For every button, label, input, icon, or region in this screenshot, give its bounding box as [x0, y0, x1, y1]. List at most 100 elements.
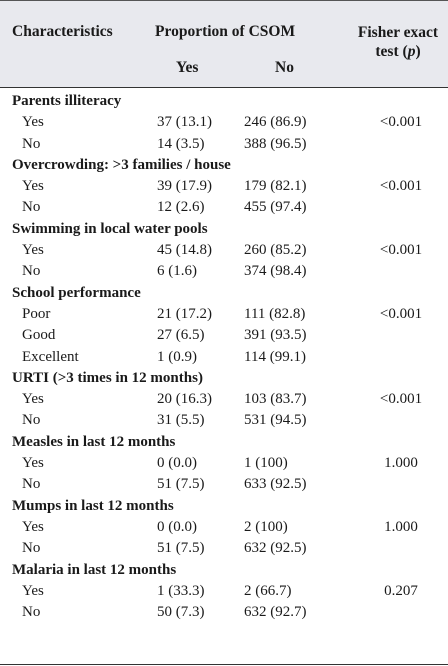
- data-row: No 51 (7.5) 632 (92.5): [0, 538, 448, 559]
- no-cell: 111 (82.8): [244, 305, 306, 322]
- group-title: Malaria in last 12 months: [12, 561, 177, 578]
- p-value: 1.000: [384, 455, 418, 472]
- group-title: Swimming in local water pools: [12, 220, 208, 237]
- paren: (: [402, 43, 408, 60]
- table-header: Characteristics Proportion of CSOM Yes N…: [0, 0, 448, 88]
- header-test: Fisher exact test (p): [346, 23, 448, 61]
- row-label: Poor: [22, 305, 51, 322]
- header-yes: Yes: [176, 59, 199, 76]
- data-row: Yes 39 (17.9) 179 (82.1) <0.001: [0, 176, 448, 197]
- row-label: Yes: [22, 242, 44, 259]
- yes-cell: 45 (14.8): [157, 242, 212, 259]
- p-symbol: p: [407, 43, 416, 60]
- row-label: Yes: [22, 455, 44, 472]
- yes-cell: 50 (7.3): [157, 604, 205, 621]
- yes-cell: 39 (17.9): [157, 178, 212, 195]
- data-row: No 50 (7.3) 632 (92.7): [0, 602, 448, 623]
- row-label: Yes: [22, 391, 44, 408]
- yes-cell: 51 (7.5): [157, 476, 205, 493]
- group-title: Parents illiteracy: [12, 93, 122, 109]
- data-row: No 31 (5.5) 531 (94.5): [0, 410, 448, 431]
- no-cell: 632 (92.5): [244, 540, 307, 557]
- data-row: Yes 20 (16.3) 103 (83.7) <0.001: [0, 389, 448, 410]
- yes-cell: 37 (13.1): [157, 114, 212, 131]
- yes-cell: 1 (33.3): [157, 582, 205, 599]
- p-value: <0.001: [379, 178, 423, 195]
- row-label: No: [22, 199, 41, 216]
- p-value: <0.001: [379, 242, 423, 259]
- data-row: Good 27 (6.5) 391 (93.5): [0, 325, 448, 346]
- no-cell: 1 (100): [244, 455, 288, 472]
- data-row: Yes 45 (14.8) 260 (85.2) <0.001: [0, 240, 448, 261]
- group-title: School performance: [12, 284, 141, 301]
- data-row: Yes 1 (33.3) 2 (66.7) 0.207: [0, 581, 448, 602]
- yes-cell: 31 (5.5): [157, 412, 205, 429]
- row-label: No: [22, 476, 41, 493]
- row-label: No: [22, 540, 41, 557]
- test-word: test: [375, 43, 399, 60]
- yes-cell: 1 (0.9): [157, 348, 197, 365]
- data-row: Yes 37 (13.1) 246 (86.9) <0.001: [0, 112, 448, 133]
- no-cell: 531 (94.5): [244, 412, 307, 429]
- p-value: <0.001: [379, 114, 423, 131]
- yes-cell: 20 (16.3): [157, 391, 212, 408]
- no-cell: 114 (99.1): [244, 348, 306, 365]
- row-label: No: [22, 412, 41, 429]
- group-title: Measles in last 12 months: [12, 433, 176, 450]
- data-row: Poor 21 (17.2) 111 (82.8) <0.001: [0, 304, 448, 325]
- row-label: No: [22, 135, 41, 152]
- yes-cell: 21 (17.2): [157, 305, 212, 322]
- yes-cell: 12 (2.6): [157, 199, 205, 216]
- no-cell: 260 (85.2): [244, 242, 307, 259]
- row-label: No: [22, 263, 41, 280]
- bottom-rule: [0, 664, 448, 665]
- data-row: Excellent 1 (0.9) 114 (99.1): [0, 347, 448, 368]
- group-row: School performance: [0, 283, 448, 304]
- yes-cell: 14 (3.5): [157, 135, 205, 152]
- yes-cell: 0 (0.0): [157, 518, 197, 535]
- no-cell: 455 (97.4): [244, 199, 307, 216]
- row-label: Yes: [22, 114, 44, 131]
- data-row: Yes 0 (0.0) 1 (100) 1.000: [0, 453, 448, 474]
- group-row: Parents illiteracy: [0, 91, 448, 112]
- yes-cell: 27 (6.5): [157, 327, 205, 344]
- p-value: 1.000: [384, 518, 418, 535]
- row-label: Yes: [22, 582, 44, 599]
- group-row: Mumps in last 12 months: [0, 496, 448, 517]
- no-cell: 2 (100): [244, 518, 288, 535]
- row-label: Yes: [22, 178, 44, 195]
- data-row: No 14 (3.5) 388 (96.5): [0, 134, 448, 155]
- row-label: Yes: [22, 518, 44, 535]
- no-cell: 632 (92.7): [244, 604, 307, 621]
- no-cell: 374 (98.4): [244, 263, 307, 280]
- no-cell: 388 (96.5): [244, 135, 307, 152]
- table-body: Parents illiteracy Yes 37 (13.1) 246 (86.9)…: [0, 91, 448, 623]
- no-cell: 103 (83.7): [244, 391, 307, 408]
- data-row: Yes 0 (0.0) 2 (100) 1.000: [0, 517, 448, 538]
- group-row: Overcrowding: >3 families / house: [0, 155, 448, 176]
- data-row: No 12 (2.6) 455 (97.4): [0, 197, 448, 218]
- group-title: Overcrowding: >3 families / house: [12, 156, 231, 173]
- group-row: Swimming in local water pools: [0, 219, 448, 240]
- p-value: <0.001: [379, 391, 423, 408]
- group-row: Malaria in last 12 months: [0, 560, 448, 581]
- test-name: Fisher exact: [357, 24, 439, 41]
- group-title: Mumps in last 12 months: [12, 497, 174, 514]
- group-title: URTI (>3 times in 12 months): [12, 369, 203, 386]
- row-label: Excellent: [22, 348, 79, 365]
- yes-cell: 6 (1.6): [157, 263, 197, 280]
- yes-cell: 0 (0.0): [157, 455, 197, 472]
- row-label: No: [22, 604, 41, 621]
- header-characteristics: Characteristics: [12, 23, 113, 40]
- p-value: 0.207: [384, 582, 418, 599]
- group-row: Measles in last 12 months: [0, 432, 448, 453]
- yes-cell: 51 (7.5): [157, 540, 205, 557]
- header-no: No: [275, 59, 294, 76]
- p-value: <0.001: [379, 305, 423, 322]
- no-cell: 246 (86.9): [244, 114, 307, 131]
- row-label: Good: [22, 327, 56, 344]
- paren: ): [415, 43, 421, 60]
- no-cell: 179 (82.1): [244, 178, 307, 195]
- no-cell: 2 (66.7): [244, 582, 292, 599]
